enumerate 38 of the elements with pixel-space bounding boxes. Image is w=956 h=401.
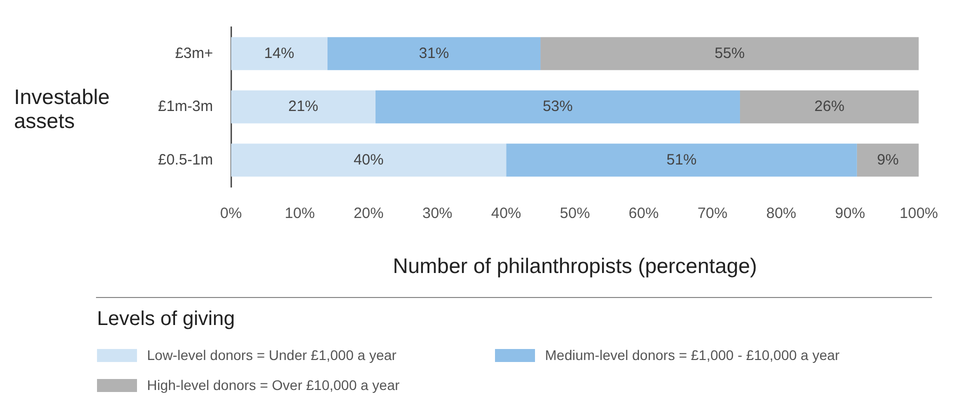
x-tick-label: 100% bbox=[900, 204, 938, 222]
bar bbox=[506, 144, 857, 177]
data-label: 55% bbox=[714, 44, 745, 62]
bar bbox=[231, 90, 376, 124]
x-tick-label: 70% bbox=[697, 204, 728, 222]
bar bbox=[540, 37, 919, 70]
legend-label: Medium-level donors = £1,000 - £10,000 a year bbox=[545, 347, 840, 363]
bar bbox=[375, 90, 740, 124]
y-tick-label: £0.5-1m bbox=[158, 151, 214, 168]
data-label: 51% bbox=[666, 151, 697, 168]
x-tick-label: 10% bbox=[284, 204, 315, 222]
x-tick-label: 90% bbox=[835, 204, 866, 222]
x-tick-label: 30% bbox=[422, 204, 452, 222]
legend-label: Low-level donors = Under £1,000 a year bbox=[147, 347, 396, 363]
x-tick-label: 20% bbox=[354, 204, 384, 222]
bar bbox=[231, 144, 506, 177]
x-tick-label: 0% bbox=[220, 204, 242, 222]
legend-label: High-level donors = Over £10,000 a year bbox=[147, 377, 400, 393]
x-tick-label: 50% bbox=[560, 204, 590, 222]
x-axis-title: Number of philanthropists (percentage) bbox=[392, 255, 758, 278]
x-tick-label: 40% bbox=[491, 204, 522, 222]
bar bbox=[231, 37, 328, 70]
y-tick-label: £1m-3m bbox=[158, 98, 214, 116]
data-label: 31% bbox=[418, 44, 449, 62]
x-tick-label: 80% bbox=[766, 204, 796, 222]
data-label: 14% bbox=[264, 44, 294, 62]
data-label: 26% bbox=[814, 98, 844, 116]
bar bbox=[740, 90, 919, 124]
x-tick-label: 60% bbox=[628, 204, 659, 222]
bar bbox=[856, 144, 919, 177]
data-label: 53% bbox=[542, 98, 573, 116]
y-axis-title: Investable assets bbox=[14, 86, 111, 134]
data-label: 40% bbox=[354, 151, 384, 168]
legend-title: Levels of giving bbox=[97, 308, 236, 331]
data-label: 21% bbox=[288, 98, 318, 116]
y-tick-label: £3m+ bbox=[175, 44, 214, 62]
bar bbox=[327, 37, 541, 70]
data-label: 9% bbox=[877, 151, 899, 168]
